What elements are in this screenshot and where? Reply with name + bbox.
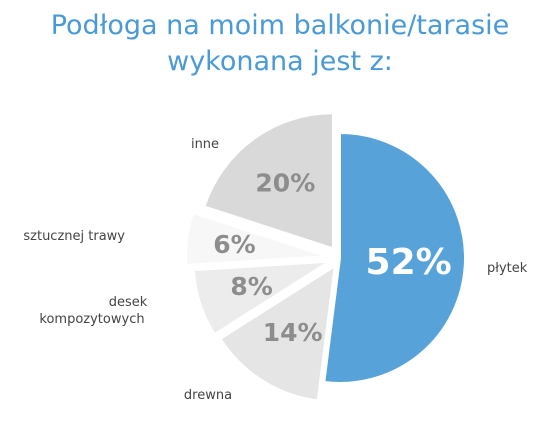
pie-category-label-drewna: drewna [184, 388, 232, 403]
pie-category-label-sztucznej-trawy: sztucznej trawy [23, 229, 125, 244]
pie-value-label-desek-kompozytowych: 8% [230, 272, 272, 301]
pie-category-label-desek-kompozytowych-line-1: desek [109, 295, 148, 310]
pie-value-label-p-ytek: 52% [366, 242, 452, 283]
pie-category-label-inne: inne [191, 137, 219, 152]
pie-value-label-drewna: 14% [263, 318, 323, 347]
pie-value-label-sztucznej-trawy: 6% [213, 230, 255, 259]
pie-value-label-inne: 20% [255, 168, 315, 197]
pie-category-label-p-ytek: płytek [487, 261, 528, 276]
pie-category-label-desek-kompozytowych-line-2: kompozytowych [39, 312, 144, 327]
